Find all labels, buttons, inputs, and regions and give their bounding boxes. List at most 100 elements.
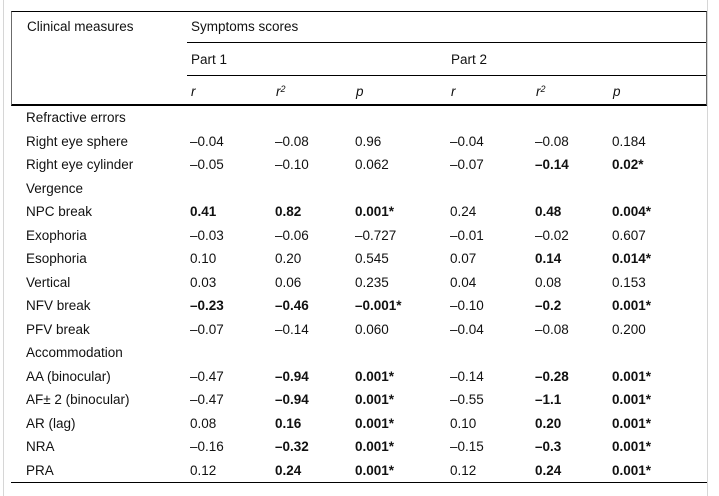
measure-label: NPC break bbox=[26, 204, 93, 219]
value-cell: –0.16 bbox=[190, 439, 224, 454]
value-cell: 0.48 bbox=[535, 204, 562, 219]
value-cell: –0.32 bbox=[275, 439, 309, 454]
value-cell: 0.08 bbox=[190, 415, 217, 431]
part1-r2-header: r2 bbox=[276, 84, 286, 99]
left-edge-divider bbox=[3, 0, 4, 496]
table-row: NFV break –0.23 –0.46 –0.001* –0.10 –0.2 0.001… bbox=[11, 294, 707, 318]
value-cell: 0.001* bbox=[355, 392, 395, 407]
value-cell: –0.94 bbox=[275, 368, 309, 384]
measure-label: Vertical bbox=[26, 274, 71, 290]
measure-label: Exophoria bbox=[26, 227, 87, 243]
value-cell: 0.001* bbox=[612, 415, 652, 431]
part1-header: Part 1 bbox=[191, 52, 228, 67]
value-cell: –0.14 bbox=[535, 157, 569, 172]
value-cell: –0.2 bbox=[535, 298, 562, 313]
measure-label: AR (lag) bbox=[26, 415, 76, 431]
value-cell: 0.82 bbox=[275, 204, 302, 219]
value-cell: 0.001* bbox=[355, 462, 395, 478]
value-cell: –0.03 bbox=[190, 227, 224, 243]
value-cell: –0.727 bbox=[355, 227, 397, 243]
table-row: Exophoria –0.03 –0.06 –0.727 –0.01 –0.02 0.607 bbox=[11, 224, 707, 248]
table-row: NPC break 0.41 0.82 0.001* 0.24 0.48 0.004* bbox=[11, 200, 707, 224]
value-cell: –0.47 bbox=[190, 392, 224, 407]
value-cell: –0.46 bbox=[275, 298, 309, 313]
value-cell: 0.41 bbox=[190, 204, 217, 219]
table-row: NRA –0.16 –0.32 0.001* –0.15 –0.3 0.001* bbox=[11, 435, 707, 459]
table-body: Refractive errors Right eye sphere –0.04 –0… bbox=[11, 106, 707, 483]
value-cell: –0.23 bbox=[190, 298, 224, 313]
symptoms-scores-header-group: Symptoms scores Part 1 Part 2 r r2 p r r… bbox=[187, 12, 706, 104]
value-cell: 0.10 bbox=[190, 251, 217, 266]
value-cell: 0.03 bbox=[190, 274, 217, 290]
measure-label: NFV break bbox=[26, 298, 91, 313]
value-cell: 0.001* bbox=[612, 439, 652, 454]
table-row: Right eye cylinder –0.05 –0.10 0.062 –0.07 –0… bbox=[11, 153, 707, 177]
table-row: Vertical 0.03 0.06 0.235 0.04 0.08 0.153 bbox=[11, 271, 707, 295]
value-cell: –0.10 bbox=[275, 157, 309, 172]
value-cell: 0.96 bbox=[355, 133, 382, 149]
part1-r-header: r bbox=[191, 84, 196, 99]
value-cell: 0.16 bbox=[275, 415, 302, 431]
value-cell: –0.02 bbox=[535, 227, 569, 243]
value-cell: –0.14 bbox=[450, 368, 484, 384]
value-cell: 0.001* bbox=[355, 368, 395, 384]
table-row: AR (lag) 0.08 0.16 0.001* 0.10 0.20 0.001* bbox=[11, 412, 707, 436]
value-cell: 0.060 bbox=[355, 321, 389, 337]
correlation-table: Clinical measures Symptoms scores Part 1… bbox=[11, 11, 707, 483]
table-row: PFV break –0.07 –0.14 0.060 –0.04 –0.08 0.200 bbox=[11, 318, 707, 342]
value-cell: 0.062 bbox=[355, 157, 389, 172]
value-cell: 0.20 bbox=[275, 251, 302, 266]
part2-r2-header: r2 bbox=[536, 84, 546, 99]
measure-label: Right eye sphere bbox=[26, 133, 129, 149]
value-cell: –0.04 bbox=[190, 133, 224, 149]
value-cell: –0.10 bbox=[450, 298, 484, 313]
measure-label: AA (binocular) bbox=[26, 368, 111, 384]
value-cell: –0.04 bbox=[450, 321, 484, 337]
value-cell: 0.10 bbox=[450, 415, 477, 431]
part2-header: Part 2 bbox=[451, 52, 488, 67]
value-cell: 0.12 bbox=[190, 462, 217, 478]
value-cell: –0.001* bbox=[355, 298, 402, 313]
value-cell: –0.04 bbox=[450, 133, 484, 149]
value-cell: 0.001* bbox=[612, 392, 652, 407]
value-cell: 0.14 bbox=[535, 251, 562, 266]
value-cell: 0.20 bbox=[535, 415, 562, 431]
value-cell: –0.08 bbox=[535, 321, 569, 337]
value-cell: –0.28 bbox=[535, 368, 569, 384]
measure-label: Esophoria bbox=[26, 251, 87, 266]
value-cell: 0.001* bbox=[612, 462, 652, 478]
value-cell: 0.607 bbox=[612, 227, 646, 243]
value-cell: 0.153 bbox=[612, 274, 646, 290]
value-cell: –0.14 bbox=[275, 321, 309, 337]
value-cell: 0.184 bbox=[612, 133, 646, 149]
value-cell: 0.004* bbox=[612, 204, 652, 219]
table-row: Right eye sphere –0.04 –0.08 0.96 –0.04 –0.08… bbox=[11, 130, 707, 154]
part2-p-header: p bbox=[613, 84, 621, 99]
section-row: Refractive errors bbox=[11, 106, 707, 130]
value-cell: 0.12 bbox=[450, 462, 477, 478]
part-header-row: Part 1 Part 2 bbox=[187, 43, 706, 76]
value-cell: 0.014* bbox=[612, 251, 652, 266]
value-cell: 0.001* bbox=[612, 298, 652, 313]
value-cell: –0.3 bbox=[535, 439, 562, 454]
value-cell: –0.08 bbox=[275, 133, 309, 149]
value-cell: –0.08 bbox=[535, 133, 569, 149]
part1-p-header: p bbox=[356, 84, 364, 99]
measure-label: NRA bbox=[26, 439, 55, 454]
value-cell: 0.24 bbox=[275, 462, 302, 478]
value-cell: –0.47 bbox=[190, 368, 224, 384]
section-label: Refractive errors bbox=[26, 110, 126, 125]
value-cell: 0.001* bbox=[355, 439, 395, 454]
value-cell: 0.07 bbox=[450, 251, 477, 266]
value-cell: –0.06 bbox=[275, 227, 309, 243]
value-cell: 0.545 bbox=[355, 251, 389, 266]
table-row: AA (binocular) –0.47 –0.94 0.001* –0.14 –0.28… bbox=[11, 365, 707, 389]
value-cell: 0.235 bbox=[355, 274, 389, 290]
section-label: Vergence bbox=[26, 180, 84, 196]
value-cell: 0.001* bbox=[355, 415, 395, 431]
value-cell: –0.07 bbox=[450, 157, 484, 172]
value-cell: –0.55 bbox=[450, 392, 484, 407]
stat-header-row: r r2 p r r2 p bbox=[187, 76, 706, 104]
section-label: Accommodation bbox=[26, 345, 123, 360]
symptoms-scores-header: Symptoms scores bbox=[187, 12, 706, 43]
